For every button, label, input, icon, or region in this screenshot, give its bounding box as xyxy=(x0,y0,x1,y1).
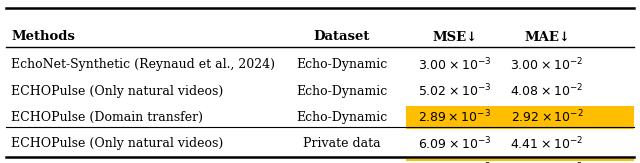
Text: $3.00 \times 10^{-3}$: $3.00 \times 10^{-3}$ xyxy=(418,56,492,73)
FancyBboxPatch shape xyxy=(406,106,634,129)
Text: $3.00 \times 10^{-2}$: $3.00 \times 10^{-2}$ xyxy=(511,56,584,73)
Text: $2.92 \times 10^{-2}$: $2.92 \times 10^{-2}$ xyxy=(511,109,584,126)
Text: Echo-Dynamic: Echo-Dynamic xyxy=(296,58,388,71)
Text: Methods: Methods xyxy=(12,30,76,43)
Text: $2.97 \times 10^{-2}$: $2.97 \times 10^{-2}$ xyxy=(511,162,584,163)
Text: EchoNet-Synthetic (Reynaud et al., 2024): EchoNet-Synthetic (Reynaud et al., 2024) xyxy=(12,58,275,71)
Text: $4.41 \times 10^{-2}$: $4.41 \times 10^{-2}$ xyxy=(511,135,584,152)
Text: Echo-Dynamic: Echo-Dynamic xyxy=(296,85,388,98)
Text: MAE↓: MAE↓ xyxy=(524,30,570,43)
FancyBboxPatch shape xyxy=(406,159,634,163)
Text: ECHOPulse (Domain transfer): ECHOPulse (Domain transfer) xyxy=(12,111,204,124)
Text: $2.89 \times 10^{-3}$: $2.89 \times 10^{-3}$ xyxy=(419,109,492,126)
Text: $5.02 \times 10^{-3}$: $5.02 \times 10^{-3}$ xyxy=(418,83,492,99)
Text: $6.09 \times 10^{-3}$: $6.09 \times 10^{-3}$ xyxy=(418,135,492,152)
Text: MSE↓: MSE↓ xyxy=(432,30,477,43)
Text: ECHOPulse (Only natural videos): ECHOPulse (Only natural videos) xyxy=(12,85,223,98)
Text: Private data: Private data xyxy=(303,137,381,150)
Text: ECHOPulse (Only natural videos): ECHOPulse (Only natural videos) xyxy=(12,137,223,150)
Text: $4.08 \times 10^{-2}$: $4.08 \times 10^{-2}$ xyxy=(511,83,584,99)
Text: Dataset: Dataset xyxy=(314,30,370,43)
Text: $2.91 \times 10^{-3}$: $2.91 \times 10^{-3}$ xyxy=(418,162,492,163)
Text: Echo-Dynamic: Echo-Dynamic xyxy=(296,111,388,124)
